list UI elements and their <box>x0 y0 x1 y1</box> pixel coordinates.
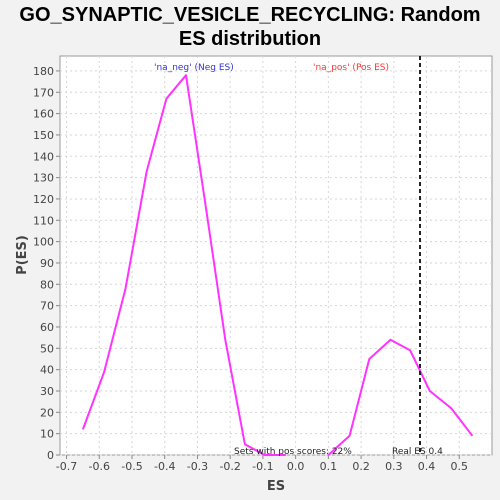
axes: 0 10 20 30 40 50 60 70 80 90 100 110 120 130 140 150 160… <box>33 65 468 473</box>
y-tick-label: 80 <box>40 278 54 291</box>
series-line-neg-es <box>81 74 286 456</box>
x-tick-label: 0.2 <box>352 460 370 473</box>
y-tick-label: 110 <box>33 214 54 227</box>
chart-title-line2: ES distribution <box>178 28 322 50</box>
y-tick-label: 150 <box>33 129 54 142</box>
y-tick-label: 140 <box>33 150 54 163</box>
x-tick-label: 0.1 <box>320 460 338 473</box>
series-line-pos-es <box>327 338 474 456</box>
x-tick-label: 0.4 <box>418 460 436 473</box>
x-axis-label: ES <box>267 479 285 494</box>
x-tick-label: -0.4 <box>154 460 175 473</box>
y-tick-label: 30 <box>40 385 54 398</box>
x-tick-label: -0.5 <box>121 460 142 473</box>
y-tick-label: 70 <box>40 300 54 313</box>
y-tick-label: 100 <box>33 236 54 249</box>
x-tick-label: -0.2 <box>219 460 240 473</box>
x-tick-label: 0.3 <box>385 460 403 473</box>
real-es-label: Real ES 0.4 <box>392 447 443 457</box>
x-tick-label: -0.3 <box>187 460 208 473</box>
x-tick-label: 0.0 <box>287 460 305 473</box>
y-tick-label: 130 <box>33 172 54 185</box>
y-axis-label: P(ES) <box>15 235 30 275</box>
x-tick-label: -0.6 <box>89 460 110 473</box>
grid-lines <box>60 56 492 456</box>
y-tick-label: 160 <box>33 108 54 121</box>
y-tick-label: 90 <box>40 257 54 270</box>
y-tick-label: 180 <box>33 65 54 78</box>
chart-title-line1: GO_SYNAPTIC_VESICLE_RECYCLING: Random <box>19 4 481 26</box>
pos-scores-annotation: Sets with pos scores: 22% <box>234 447 352 457</box>
legend-neg-es: 'na_neg' (Neg ES) <box>154 63 234 73</box>
y-tick-label: 10 <box>40 428 54 441</box>
x-tick-label: -0.7 <box>56 460 77 473</box>
series-lines <box>81 74 474 456</box>
x-tick-label: -0.1 <box>252 460 273 473</box>
plot-area <box>59 55 493 456</box>
y-tick-label: 170 <box>33 86 54 99</box>
y-tick-label: 0 <box>47 449 54 462</box>
legend-pos-es: 'na_pos' (Pos ES) <box>313 63 389 73</box>
y-tick-label: 50 <box>40 342 54 355</box>
y-tick-label: 120 <box>33 193 54 206</box>
y-tick-label: 20 <box>40 406 54 419</box>
x-tick-label: 0.5 <box>451 460 469 473</box>
y-tick-label: 40 <box>40 364 54 377</box>
y-tick-label: 60 <box>40 321 54 334</box>
